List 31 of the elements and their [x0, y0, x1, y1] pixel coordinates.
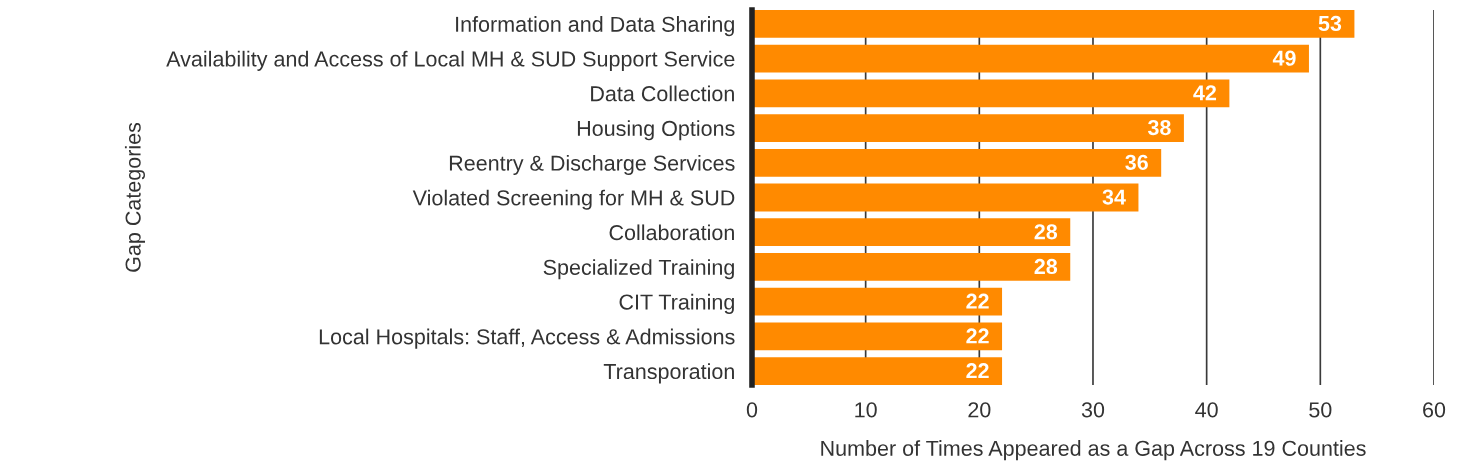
y-tick-label: Transporation — [603, 363, 734, 384]
x-tick-label: 60 — [1423, 402, 1446, 418]
y-tick-label: Information and Data Sharing — [456, 16, 734, 37]
y-tick-label: Collaboration — [609, 224, 734, 241]
data-label: 38 — [1147, 119, 1171, 136]
data-label: 22 — [966, 328, 989, 344]
y-tick-label: Violated Screening for MH & SUD — [412, 189, 735, 210]
y-tick-label: Data Collection — [591, 85, 734, 102]
x-tick-label: 40 — [1195, 402, 1218, 418]
y-tick-label: Housing Options — [577, 120, 735, 141]
x-axis-title: Number of Times Appeared as a Gap Across 19 Counties — [821, 440, 1366, 461]
data-label: 22 — [966, 363, 989, 379]
data-label: 34 — [1102, 189, 1126, 205]
y-tick-label: Specialized Training — [543, 259, 734, 280]
data-label: 22 — [966, 293, 989, 309]
y-tick-label: Local Hospitals: Staff, Access & Admissions — [319, 328, 735, 349]
data-label: 28 — [1034, 224, 1058, 240]
data-label: 53 — [1318, 15, 1342, 32]
x-tick-label: 20 — [968, 402, 991, 418]
data-label: 36 — [1125, 154, 1148, 170]
y-axis-title: Gap Categories — [124, 122, 145, 272]
x-tick-label: 50 — [1309, 402, 1332, 418]
y-tick-label: Reentry & Discharge Services — [449, 154, 735, 176]
y-tick-label: Availability and Access of Local MH & SUD Support Service — [166, 50, 735, 71]
x-tick-label: 0 — [746, 402, 758, 418]
x-tick-label: 30 — [1081, 402, 1105, 418]
y-tick-label: CIT Training — [619, 293, 734, 314]
data-label: 49 — [1272, 50, 1296, 66]
x-tick-label: 10 — [855, 402, 877, 418]
data-label: 28 — [1034, 258, 1058, 275]
data-label: 42 — [1193, 85, 1217, 101]
